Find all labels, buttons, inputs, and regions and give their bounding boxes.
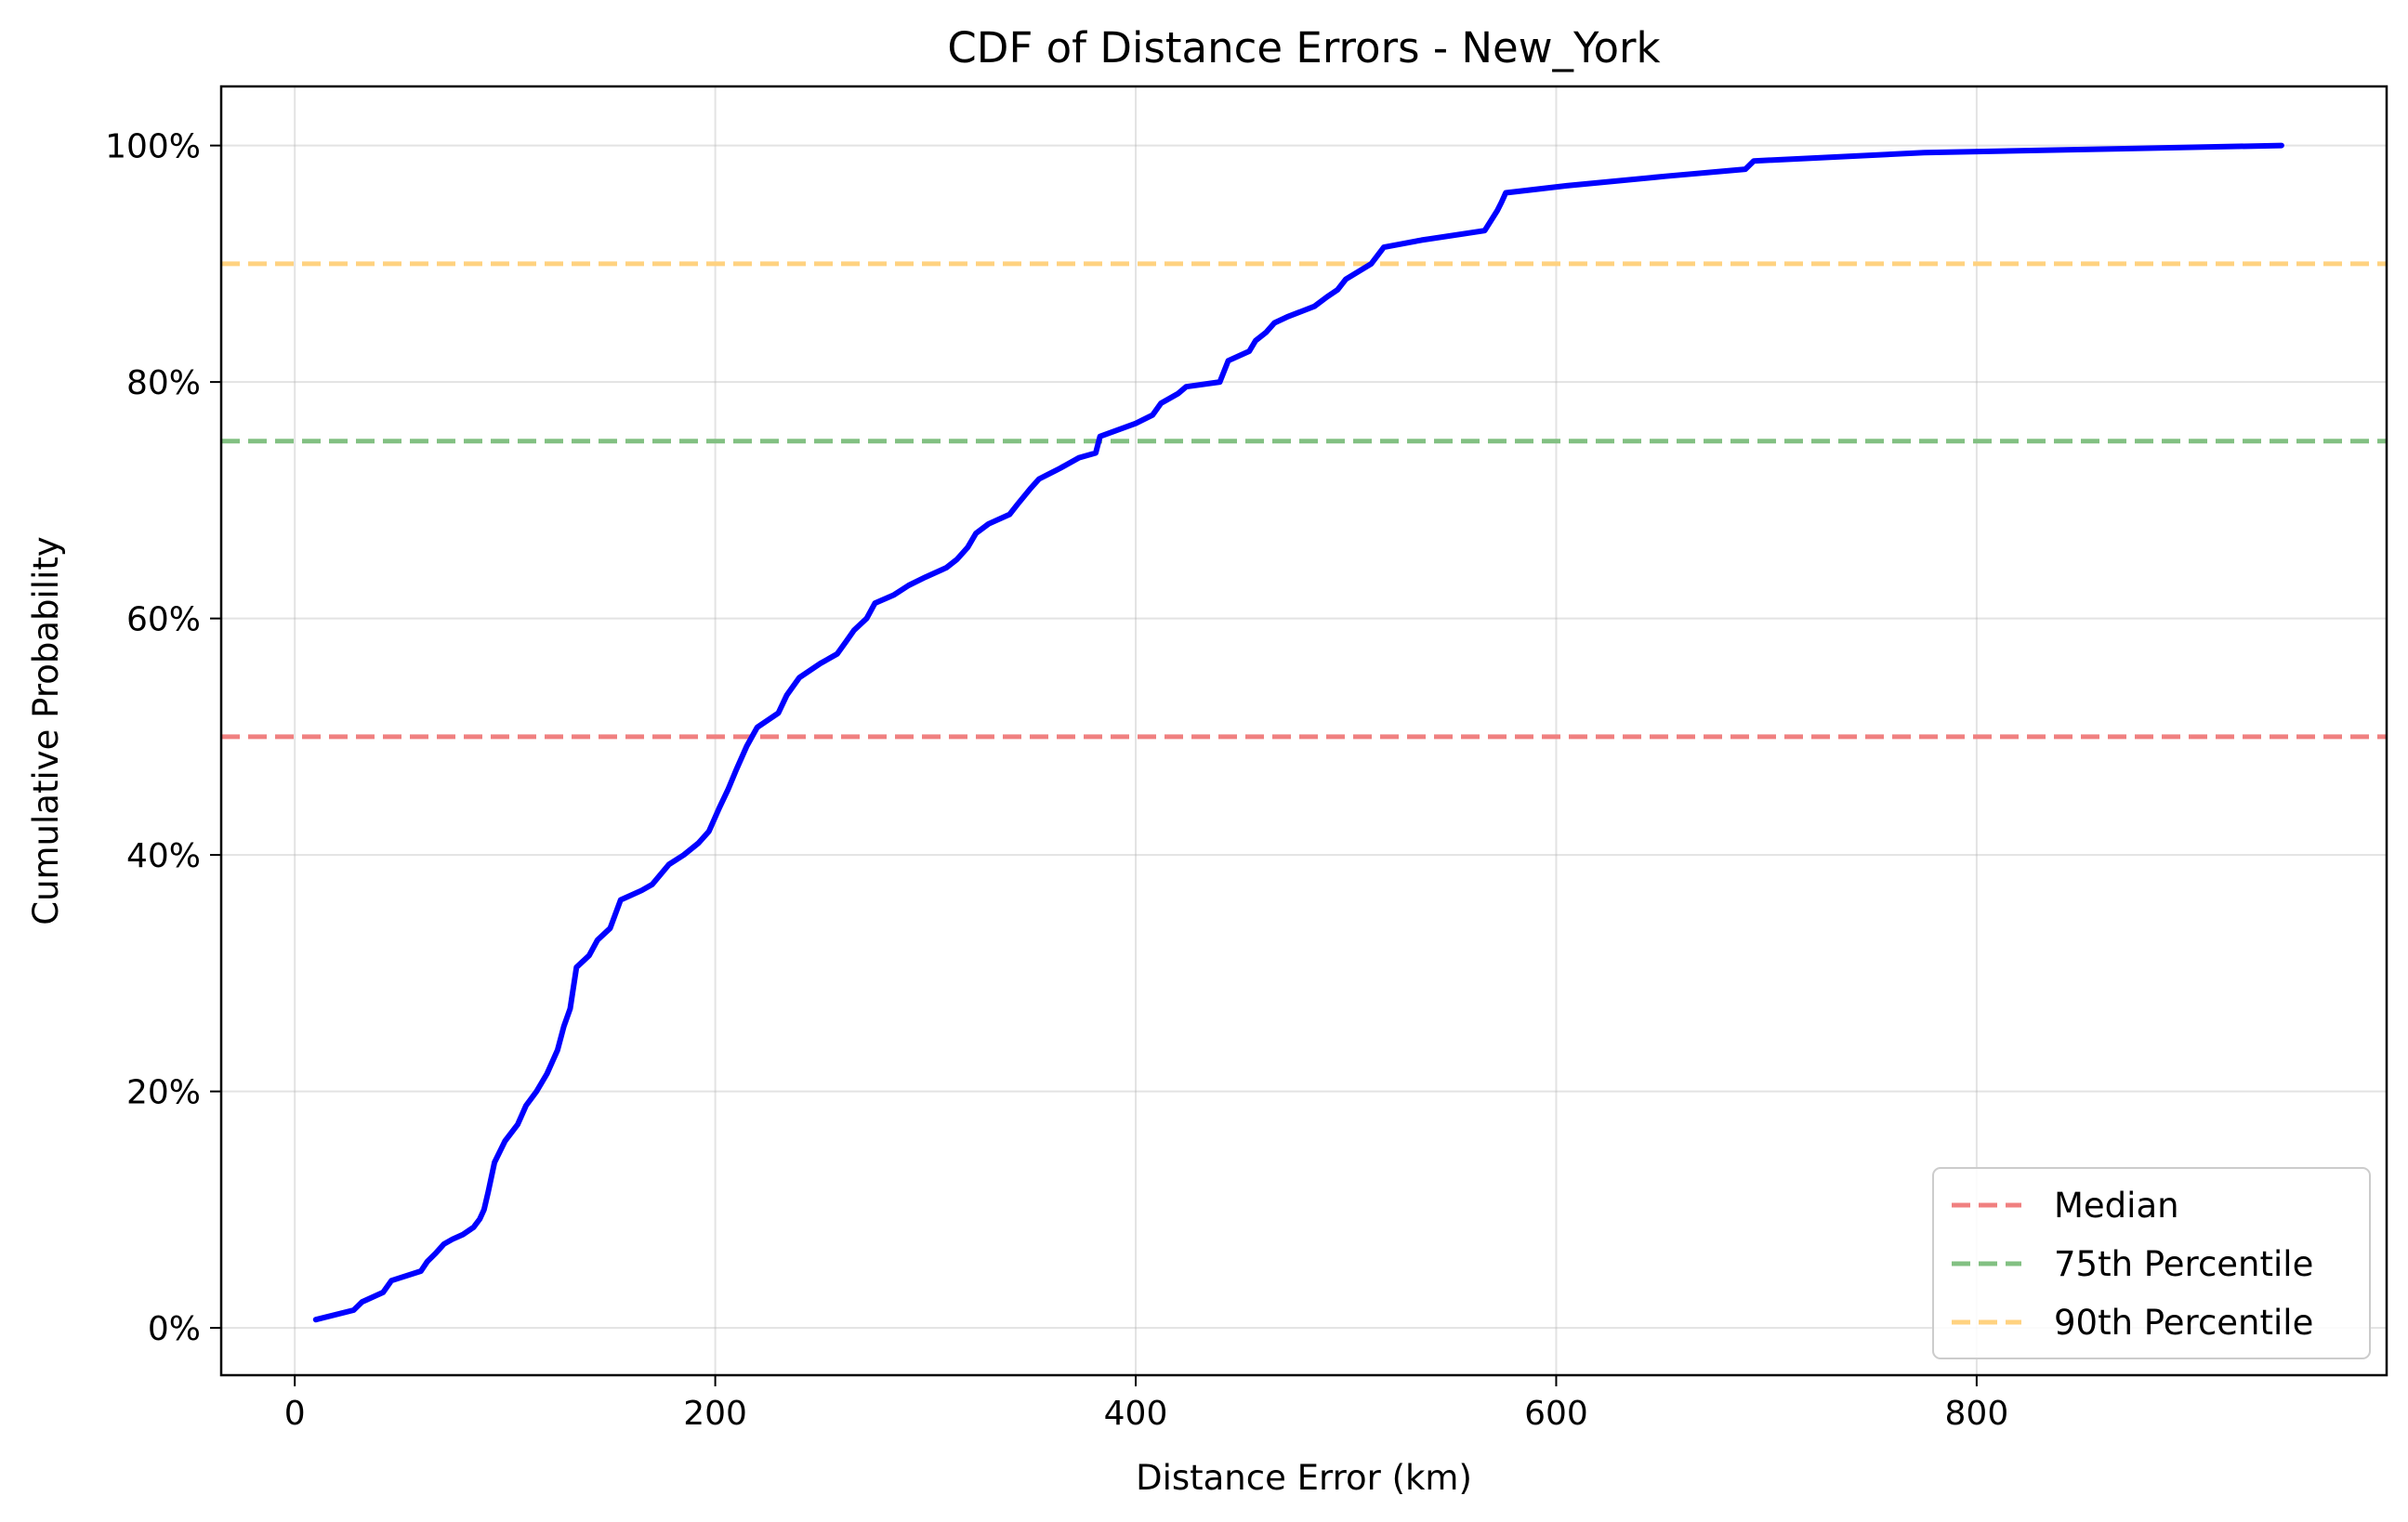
x-tick-label: 0 [284, 1395, 306, 1433]
legend-label: 75th Percentile [2054, 1244, 2313, 1284]
legend: Median 75th Percentile 90th Percentile [1932, 1167, 2371, 1359]
y-tick-label: 80% [126, 364, 201, 402]
legend-items: Median 75th Percentile 90th Percentile [1952, 1186, 2313, 1343]
x-axis-label: Distance Error (km) [1136, 1458, 1472, 1498]
legend-label: Median [2054, 1186, 2179, 1226]
y-tick-label: 0% [148, 1310, 201, 1348]
x-tick-label: 400 [1104, 1395, 1168, 1433]
reference-lines [221, 261, 2387, 740]
y-tick-label: 60% [126, 601, 201, 639]
x-axis-ticks: 0 200 400 600 800 [284, 1375, 2009, 1433]
y-axis-ticks: 0% 20% 40% 60% 80% 100% [105, 128, 221, 1348]
y-tick-label: 20% [126, 1074, 201, 1112]
legend-label: 90th Percentile [2054, 1303, 2313, 1343]
cdf-line [312, 142, 2284, 1323]
x-tick-label: 200 [683, 1395, 747, 1433]
x-tick-label: 600 [1524, 1395, 1588, 1433]
grid-lines [221, 86, 2387, 1375]
y-axis-label: Cumulative Probability [26, 536, 66, 925]
y-tick-label: 100% [105, 128, 201, 166]
y-tick-label: 40% [126, 837, 201, 875]
legend-box [1932, 1167, 2371, 1359]
x-tick-label: 800 [1945, 1395, 2009, 1433]
series-lines [312, 142, 2284, 1323]
chart-title: CDF of Distance Errors - New_York [947, 23, 1660, 72]
plot-frame [219, 85, 2388, 1377]
